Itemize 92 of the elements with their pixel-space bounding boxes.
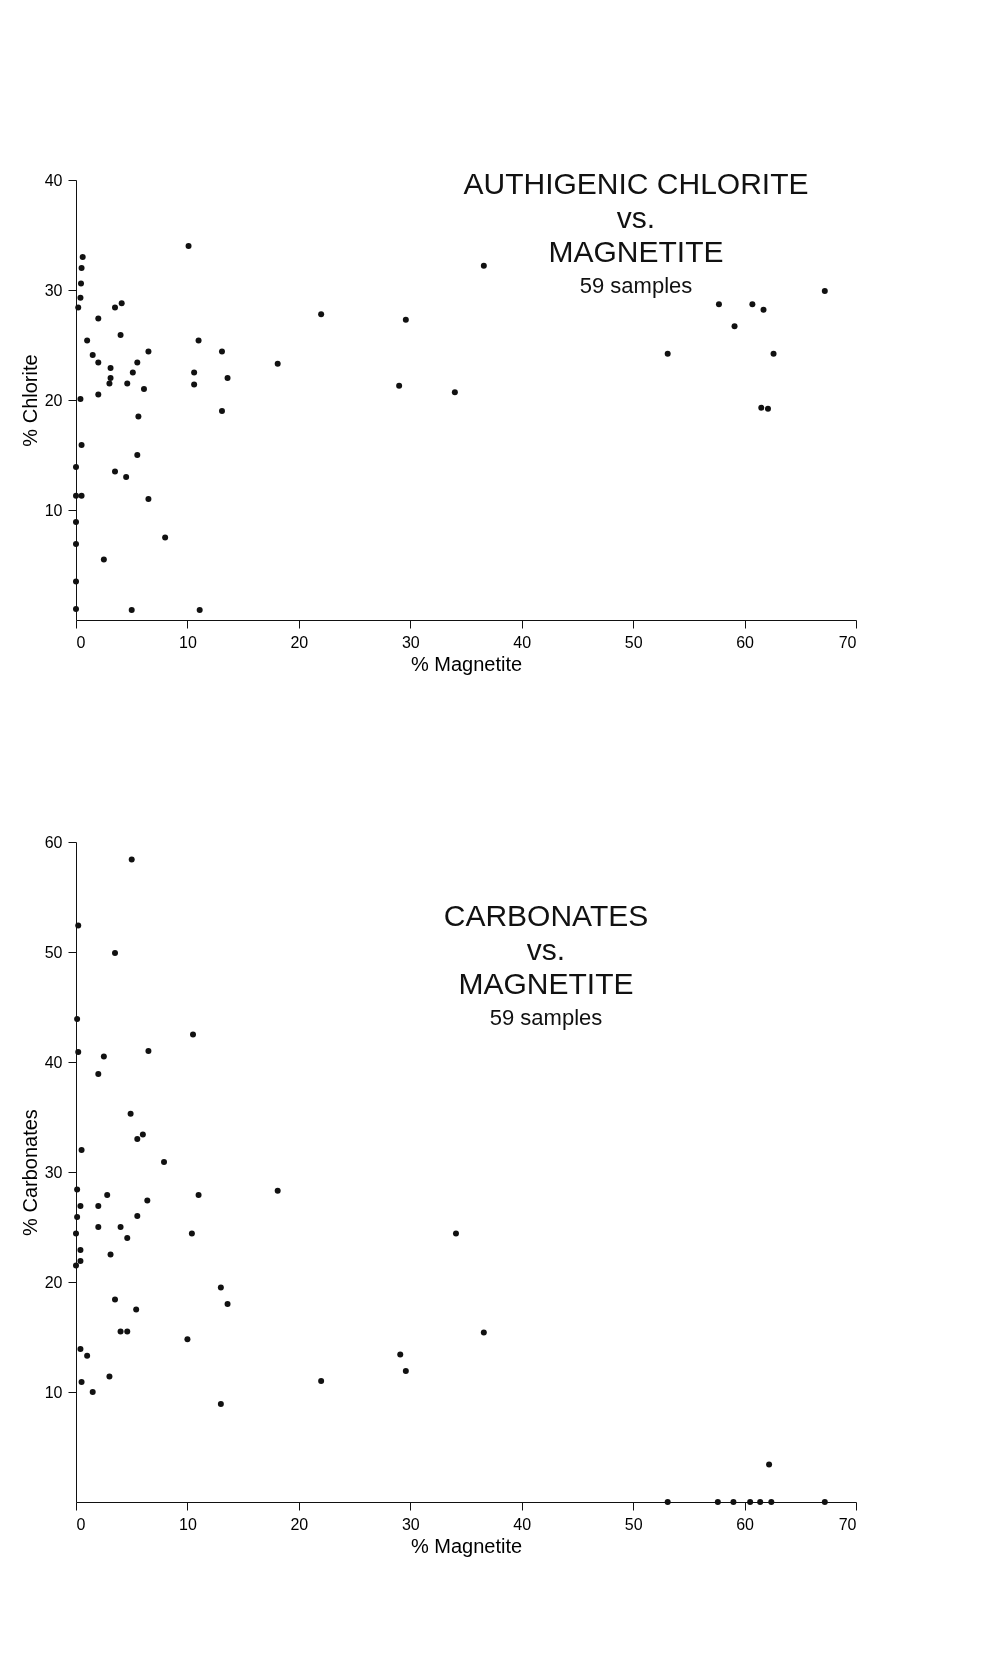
point: [107, 1251, 114, 1258]
point: [73, 1262, 79, 1269]
point: [133, 1306, 140, 1313]
point: [402, 1368, 409, 1375]
point: [747, 1499, 754, 1505]
point: [95, 1071, 102, 1078]
point: [397, 1351, 404, 1358]
x-tick-label: 40: [513, 633, 532, 651]
text: 59 samples: [579, 273, 693, 298]
x-tick-label: 10: [179, 633, 197, 651]
point: [75, 1049, 82, 1056]
point: [89, 1389, 96, 1395]
point: [757, 1499, 764, 1505]
point: [117, 1224, 124, 1230]
point: [714, 1499, 721, 1505]
point: [217, 1284, 224, 1291]
point: [95, 1203, 102, 1210]
point: [75, 922, 82, 929]
point: [452, 1230, 459, 1237]
y-tick-label: 40: [44, 171, 63, 189]
point: [124, 1328, 131, 1335]
point: [664, 1499, 671, 1505]
point: [117, 1328, 124, 1335]
y-tick-label: 20: [44, 391, 63, 409]
point: [104, 1192, 111, 1199]
point: [766, 1461, 773, 1468]
point: [480, 1329, 487, 1336]
point: [188, 1230, 195, 1237]
y-axis-title: % Chlorite: [18, 354, 41, 447]
y-axis-title: % Carbonates: [18, 1109, 41, 1236]
point: [112, 1296, 118, 1303]
point: [144, 1197, 151, 1204]
x-tick-label: 50: [624, 1515, 643, 1533]
x-tick-label: 40: [513, 1515, 532, 1533]
point: [128, 856, 135, 863]
point: [112, 950, 118, 957]
point: [77, 1258, 84, 1265]
point: [134, 1136, 141, 1142]
text: 59 samples: [489, 1005, 603, 1030]
point: [134, 1213, 141, 1219]
point: [217, 1401, 224, 1408]
x-tick-label: 70: [838, 633, 857, 651]
point: [78, 1147, 85, 1153]
y-tick-label: 10: [44, 501, 63, 519]
point: [195, 1192, 202, 1199]
point: [84, 1352, 91, 1359]
x-tick-label: 20: [290, 633, 309, 651]
point: [190, 1031, 196, 1038]
point: [224, 1301, 231, 1307]
point: [730, 1499, 737, 1505]
point: [274, 1187, 281, 1194]
x-tick-label: 30: [401, 633, 420, 651]
x-tick-label: 20: [290, 1515, 309, 1533]
point: [106, 1373, 113, 1380]
y-tick-label: 30: [44, 1163, 63, 1181]
x-tick-label: 50: [624, 633, 643, 651]
x-tick-label: 30: [401, 1515, 420, 1533]
point: [77, 1203, 84, 1210]
point: [139, 1131, 146, 1138]
x-axis-title: % Magnetite: [410, 1534, 523, 1557]
point: [768, 1499, 775, 1505]
point: [74, 1016, 81, 1023]
point: [74, 1186, 81, 1193]
point: [74, 1214, 81, 1221]
x-tick-label: 60: [736, 633, 755, 651]
text: CARBONATES vs. MAGNETITE: [443, 899, 649, 1000]
text: AUTHIGENIC CHLORITE vs. MAGNETITE: [463, 167, 809, 268]
y-tick-label: 30: [44, 281, 63, 299]
y-tick-label: 40: [44, 1053, 63, 1071]
point: [77, 1346, 84, 1353]
point: [145, 1048, 152, 1054]
x-tick-label: 60: [736, 1515, 755, 1533]
point: [318, 1378, 325, 1384]
point: [95, 1224, 102, 1230]
x-tick-label: 0: [76, 1515, 86, 1533]
point: [73, 1230, 79, 1237]
y-tick-label: 20: [44, 1273, 63, 1291]
point: [184, 1336, 191, 1343]
y-tick-label: 50: [44, 943, 63, 961]
point: [821, 1499, 828, 1505]
y-tick-label: 10: [44, 1383, 63, 1401]
point: [77, 1247, 84, 1254]
point: [78, 1379, 85, 1386]
x-tick-label: 70: [838, 1515, 857, 1533]
point: [127, 1110, 134, 1117]
point: [124, 1235, 131, 1241]
point: [100, 1053, 107, 1060]
point: [161, 1159, 168, 1166]
x-tick-label: 10: [179, 1515, 197, 1533]
y-tick-label: 60: [44, 833, 63, 851]
x-tick-label: 0: [76, 633, 86, 651]
x-axis-title: % Magnetite: [410, 652, 523, 675]
